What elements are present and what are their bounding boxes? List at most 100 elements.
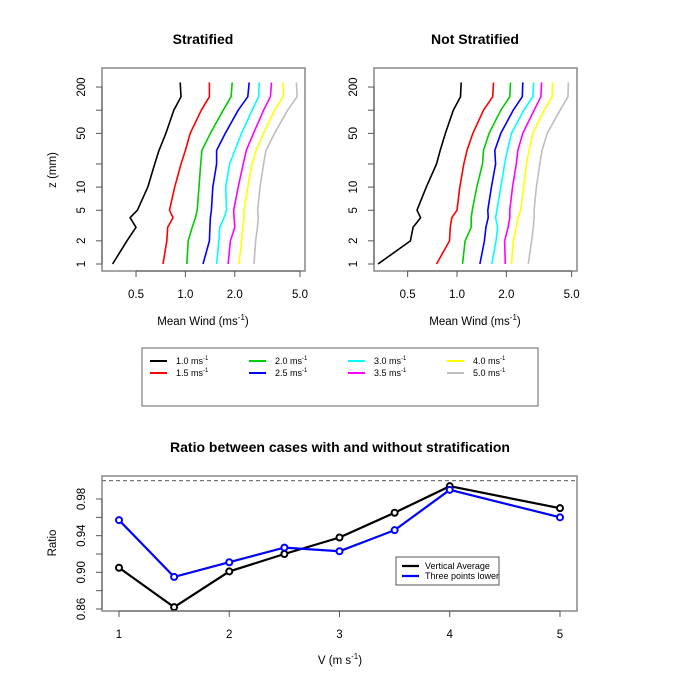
legend-label: 2.0 ms-1	[275, 356, 308, 366]
stratified-y-label: z (mm)	[47, 152, 59, 188]
profile-line-3.0	[215, 82, 260, 265]
ratio-point	[445, 485, 454, 494]
ratio-point	[170, 572, 179, 581]
ratio-point	[556, 513, 564, 522]
profile-line-2.5	[479, 82, 524, 265]
ratio-point	[556, 504, 564, 513]
x-label-close: )	[358, 655, 362, 667]
y-tick-label: 10	[348, 181, 360, 194]
x-label-sup: -1	[351, 652, 359, 661]
y-tick-label: 1	[348, 261, 360, 267]
y-tick-label: 0.94	[76, 524, 88, 547]
x-tick-label: 5	[557, 629, 563, 641]
ratio-legend-box	[395, 556, 500, 586]
x-tick-label: 2	[226, 629, 232, 641]
x-tick-label: 4	[447, 629, 454, 641]
profile-legend: 1.0 ms-1 1.5 ms-1 2.0 ms-1 2.5 ms-1 3.0 ms-1…	[141, 347, 539, 407]
x-tick-label: 5.0	[292, 289, 308, 301]
x-label-close: )	[245, 316, 249, 328]
profile-line-1.0	[111, 82, 182, 265]
profile-line-3.5	[503, 82, 543, 265]
ratio-point	[115, 516, 123, 525]
profile-line-2.5	[202, 82, 250, 265]
x-label-sup: -1	[510, 313, 518, 322]
x-label-text: Mean Wind (ms	[429, 316, 510, 328]
legend-label: 4.0 ms-1	[473, 356, 506, 366]
profile-line-5.0	[253, 82, 298, 265]
stratified-plot-box	[101, 67, 306, 272]
ratio-point	[280, 543, 289, 552]
x-tick-label: 5.0	[564, 289, 580, 301]
x-tick-label: 2.0	[227, 289, 243, 301]
stratified-y-axis: 1 2 5 10 50 200	[76, 77, 103, 267]
ratio-point	[390, 508, 399, 517]
y-tick-label: 2	[348, 238, 360, 244]
stratified-x-axis: 0.5 1.0 2.0 5.0	[128, 270, 308, 301]
x-label-text: V (m s	[318, 655, 351, 667]
y-tick-label: 0.90	[76, 561, 88, 583]
y-tick-label: 1	[76, 261, 88, 267]
x-tick-label: 1	[116, 629, 122, 641]
legend-label: 2.5 ms-1	[275, 368, 308, 378]
profile-line-3.0	[491, 82, 535, 265]
ratio-x-axis: 1 2 3 4 5	[116, 610, 563, 641]
y-tick-label: 10	[76, 181, 88, 194]
x-tick-label: 3	[336, 629, 342, 641]
stratified-panel: Stratified 0.5 1.0 2.0 5.0 1 2 5 10 50 200 Mean …	[47, 31, 308, 328]
x-tick-label: 0.5	[400, 289, 416, 301]
profile-line-2.0	[461, 82, 512, 265]
ratio-point	[115, 563, 123, 572]
ratio-title: Ratio between cases with and without str…	[170, 439, 510, 455]
profile-line-1.5	[162, 82, 211, 265]
ratio-point	[225, 567, 234, 576]
legend-label: 3.5 ms-1	[374, 368, 407, 378]
not-stratified-y-axis: 1 2 5 10 50 200	[348, 77, 375, 267]
stratified-x-label: Mean Wind (ms-1)	[157, 313, 249, 328]
legend-label: Three points lower	[425, 571, 499, 581]
x-label-sup: -1	[238, 313, 246, 322]
legend-label: 1.0 ms-1	[176, 356, 209, 366]
y-tick-label: 200	[76, 77, 88, 96]
legend-label: 5.0 ms-1	[473, 368, 506, 378]
legend-label: 3.0 ms-1	[374, 356, 407, 366]
x-label-close: )	[517, 316, 521, 328]
ratio-panel: Ratio between cases with and without str…	[47, 439, 578, 667]
y-tick-label: 50	[348, 127, 360, 140]
profile-line-4.0	[510, 82, 554, 265]
y-tick-label: 200	[348, 77, 360, 96]
x-tick-label: 1.0	[449, 289, 465, 301]
y-tick-label: 5	[348, 207, 360, 213]
y-tick-label: 0.98	[76, 488, 88, 510]
ratio-point	[280, 549, 289, 558]
profile-line-5.0	[527, 82, 570, 265]
profile-line-1.5	[435, 82, 495, 265]
profile-line-1.0	[377, 82, 462, 265]
ratio-point	[335, 547, 344, 556]
x-tick-label: 0.5	[128, 289, 144, 301]
y-tick-label: 2	[76, 238, 88, 244]
ratio-series	[115, 482, 564, 612]
profile-line-4.0	[238, 82, 285, 265]
ratio-line-1	[118, 488, 561, 579]
legend-label: 1.5 ms-1	[176, 368, 209, 378]
profile-legend-box	[141, 347, 539, 407]
x-tick-label: 2.0	[498, 289, 514, 301]
profile-line-2.0	[186, 82, 233, 265]
legend-label: Vertical Average	[425, 561, 490, 571]
ratio-point	[390, 526, 399, 535]
not-stratified-title: Not Stratified	[431, 31, 519, 47]
y-tick-label: 50	[76, 127, 88, 140]
not-stratified-x-axis: 0.5 1.0 2.0 5.0	[400, 270, 580, 301]
ratio-x-label: V (m s-1)	[318, 652, 362, 667]
ratio-point	[170, 603, 179, 612]
profile-line-3.5	[227, 82, 273, 265]
not-stratified-panel: Not Stratified 0.5 1.0 2.0 5.0 1 2 5 10 50 200 M…	[348, 31, 580, 328]
y-tick-label: 5	[76, 207, 88, 213]
x-tick-label: 1.0	[177, 289, 193, 301]
not-stratified-series	[377, 82, 570, 265]
x-label-text: Mean Wind (ms	[157, 316, 238, 328]
not-stratified-plot-box	[373, 67, 578, 272]
stratified-series	[111, 82, 298, 265]
